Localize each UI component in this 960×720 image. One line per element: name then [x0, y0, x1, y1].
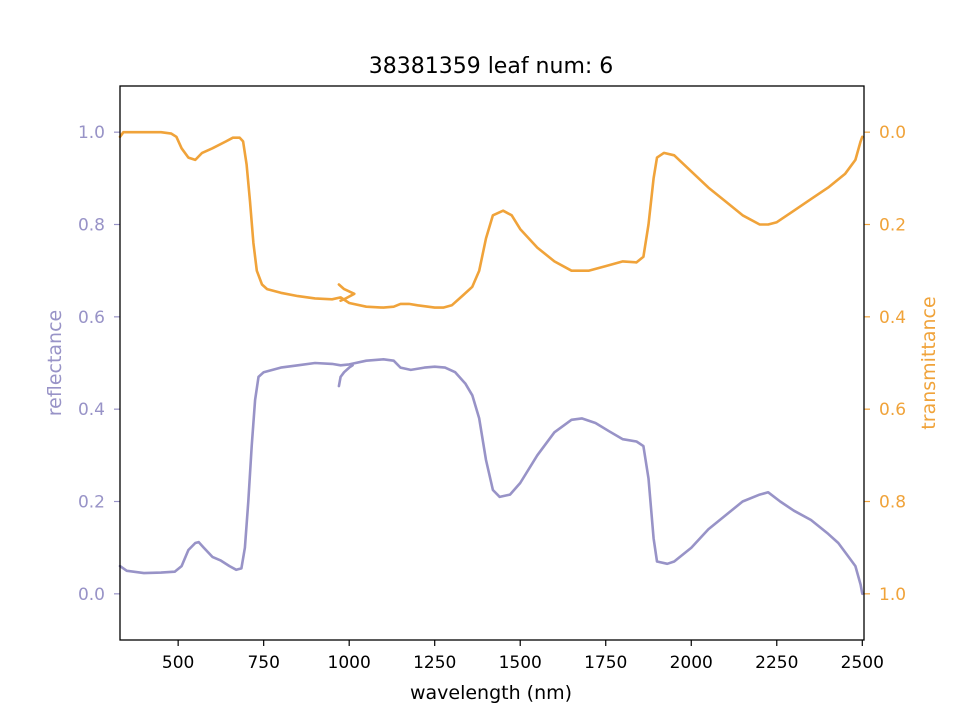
- y-right-tick-label: 0.8: [879, 493, 906, 513]
- reflectance-line-0: [118, 358, 864, 596]
- x-tick-label: 1250: [413, 653, 456, 673]
- y-left-tick-label: 0.4: [78, 400, 105, 420]
- x-tick-label: 2500: [841, 653, 884, 673]
- y-axis-label-right: transmittance: [918, 296, 940, 429]
- y-left-tick-label: 0.6: [78, 308, 105, 328]
- transmittance-line-3: [337, 283, 356, 302]
- y-left-tick-label: 1.0: [78, 123, 105, 143]
- y-right-tick-label: 0.4: [879, 308, 906, 328]
- axis-layer: 500 750 1000 1250 1500 1750 2000 2250 2500 0.0 0.2…: [78, 123, 906, 673]
- chart-title: 38381359 leaf num: 6: [369, 54, 614, 79]
- x-tick-label: 2250: [755, 653, 798, 673]
- y-left-tick-label: 0.8: [78, 216, 105, 236]
- transmittance-line-2: [118, 130, 864, 309]
- x-tick-label: 1500: [499, 653, 542, 673]
- x-tick-label: 2000: [670, 653, 713, 673]
- reflectance-line-1: [337, 364, 354, 388]
- y-right-tick-label: 1.0: [879, 585, 906, 605]
- y-left-tick-label: 0.0: [78, 585, 105, 605]
- x-axis-label: wavelength (nm): [410, 682, 572, 704]
- x-tick-label: 500: [162, 653, 194, 673]
- plot-frame: [119, 85, 865, 641]
- x-tick-label: 1750: [584, 653, 627, 673]
- x-tick-label: 1000: [328, 653, 371, 673]
- y-right-tick-label: 0.6: [879, 400, 906, 420]
- x-tick-label: 750: [247, 653, 279, 673]
- y-right-tick-label: 0.0: [879, 123, 906, 143]
- y-axis-label-left: reflectance: [44, 310, 66, 416]
- series-layer: [118, 130, 864, 596]
- y-left-tick-label: 0.2: [78, 493, 105, 513]
- y-right-tick-label: 0.2: [879, 216, 906, 236]
